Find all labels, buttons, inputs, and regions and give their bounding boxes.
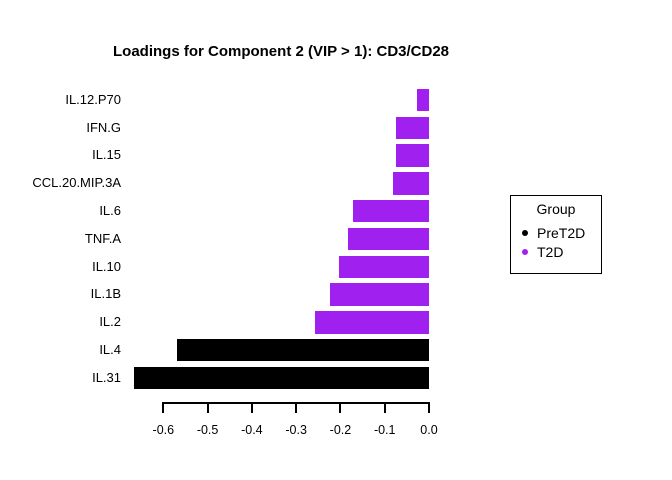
category-label-IL.12.P70: IL.12.P70 — [65, 91, 121, 107]
bar-IL.2 — [314, 311, 429, 334]
x-axis-tick — [250, 402, 253, 413]
x-axis-tick — [383, 402, 386, 413]
bar-IL.4 — [176, 338, 429, 362]
legend-item-label: T2D — [537, 243, 564, 260]
x-axis-tick-label: -0.6 — [152, 423, 175, 437]
bar-IL.6 — [353, 199, 429, 223]
category-label-IL.10: IL.10 — [92, 258, 121, 274]
category-label-IL.15: IL.15 — [92, 147, 121, 163]
legend-item-label: PreT2D — [537, 224, 586, 241]
x-axis-tick-label: -0.5 — [196, 423, 219, 437]
legend-box: Group PreT2D T2D — [510, 195, 602, 274]
category-label-IL.2: IL.2 — [99, 314, 121, 330]
x-axis-tick — [162, 402, 165, 413]
bar-IL.12.P70 — [417, 88, 429, 112]
category-label-TNF.A: TNF.A — [84, 230, 121, 246]
bar-CCL.20.MIP.3A — [393, 172, 429, 195]
x-axis-tick — [206, 402, 209, 413]
x-axis-tick — [295, 402, 298, 413]
x-axis-tick-label: -0.2 — [329, 423, 352, 437]
chart-title: Loadings for Component 2 (VIP > 1): CD3/… — [112, 43, 450, 60]
category-label-CCL.20.MIP.3A: CCL.20.MIP.3A — [32, 175, 121, 191]
bar-IFN.G — [395, 116, 429, 139]
legend-title: Group — [536, 201, 576, 217]
legend-dot-icon — [522, 229, 528, 236]
legend-items: PreT2D T2D — [511, 223, 601, 261]
x-axis-tick-label: -0.4 — [241, 423, 263, 437]
category-label-IL.31: IL.31 — [92, 369, 121, 385]
category-label-IFN.G: IFN.G — [86, 119, 121, 135]
x-axis-tick — [428, 402, 430, 413]
category-label-IL.4: IL.4 — [99, 341, 121, 357]
bar-IL.31 — [134, 366, 429, 390]
category-label-IL.6: IL.6 — [99, 202, 121, 218]
legend-item-PreT2D: PreT2D — [511, 223, 601, 242]
bar-IL.1B — [329, 283, 429, 306]
legend-item-T2D: T2D — [511, 242, 601, 261]
x-axis-tick — [339, 402, 342, 413]
bar-TNF.A — [347, 227, 429, 251]
x-axis-tick-label: -0.3 — [285, 423, 307, 437]
legend-dot-icon — [522, 248, 528, 255]
bar-IL.15 — [395, 144, 429, 167]
bar-IL.10 — [338, 255, 429, 278]
x-axis-tick-label: 0.0 — [420, 423, 438, 437]
category-label-IL.1B: IL.1B — [90, 286, 121, 302]
x-axis-tick-label: -0.1 — [373, 423, 396, 437]
